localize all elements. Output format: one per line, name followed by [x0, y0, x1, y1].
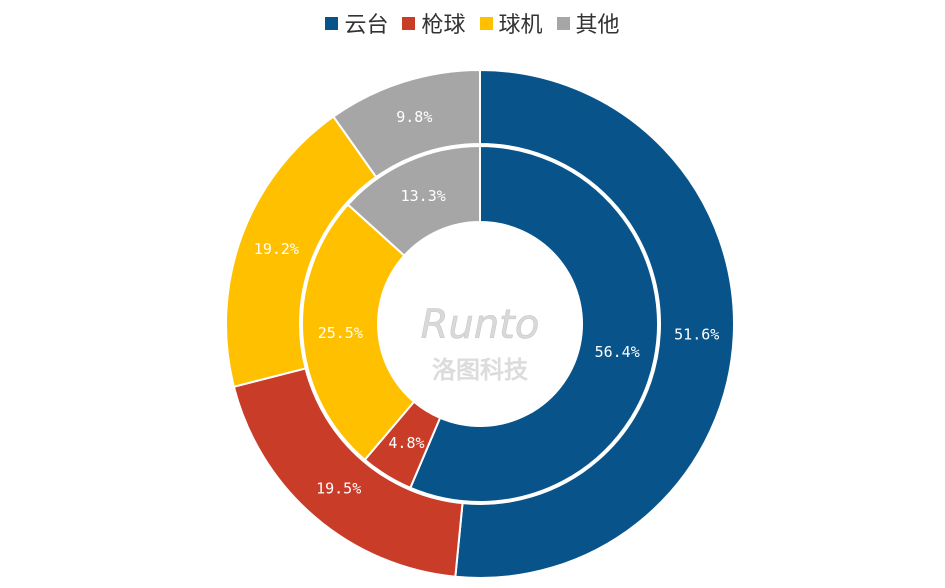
legend-swatch-qita: [556, 16, 570, 30]
legend-label-qita: 其他: [575, 13, 620, 38]
outer-slice-qita: [332, 68, 481, 179]
inner-slice-qiuji: [301, 203, 416, 462]
legend-label-qiuji: 球机: [498, 13, 543, 38]
outer-label-qiangqiu: 19.5%: [316, 480, 361, 498]
legend-item-qiuji: 球机: [479, 7, 543, 39]
donut-rings: [225, 68, 735, 579]
inner-label-qiuji: 25.5%: [318, 324, 363, 342]
outer-slice-yuntai: [454, 68, 735, 579]
legend-swatch-qiuji: [479, 16, 493, 30]
legend-item-qita: 其他: [556, 7, 620, 39]
data-labels: 51.6% 19.5% 19.2% 9.8% 56.4% 4.8% 25.5% 13.3%: [254, 108, 720, 497]
legend-swatch-yuntai: [325, 16, 339, 30]
outer-label-qita: 9.8%: [396, 108, 432, 126]
chart-legend: 云台 枪球 球机 其他: [0, 8, 945, 38]
legend-label-yuntai: 云台: [344, 13, 389, 38]
inner-label-yuntai: 56.4%: [595, 343, 640, 361]
outer-label-yuntai: 51.6%: [674, 326, 719, 344]
legend-label-qiangqiu: 枪球: [421, 13, 466, 38]
inner-label-qita: 13.3%: [401, 187, 446, 205]
legend-item-yuntai: 云台: [325, 7, 388, 39]
inner-slice-qita: [346, 144, 481, 258]
inner-label-qiangqiu: 4.8%: [388, 434, 424, 452]
outer-label-qiuji: 19.2%: [254, 240, 299, 258]
legend-item-qiangqiu: 枪球: [402, 7, 466, 39]
inner-slice-yuntai: [409, 144, 659, 503]
legend-swatch-qiangqiu: [402, 16, 416, 30]
runto-watermark: Runto 洛图科技: [420, 302, 540, 384]
watermark-name: 洛图科技: [432, 356, 529, 384]
watermark-logo: Runto: [421, 302, 540, 348]
